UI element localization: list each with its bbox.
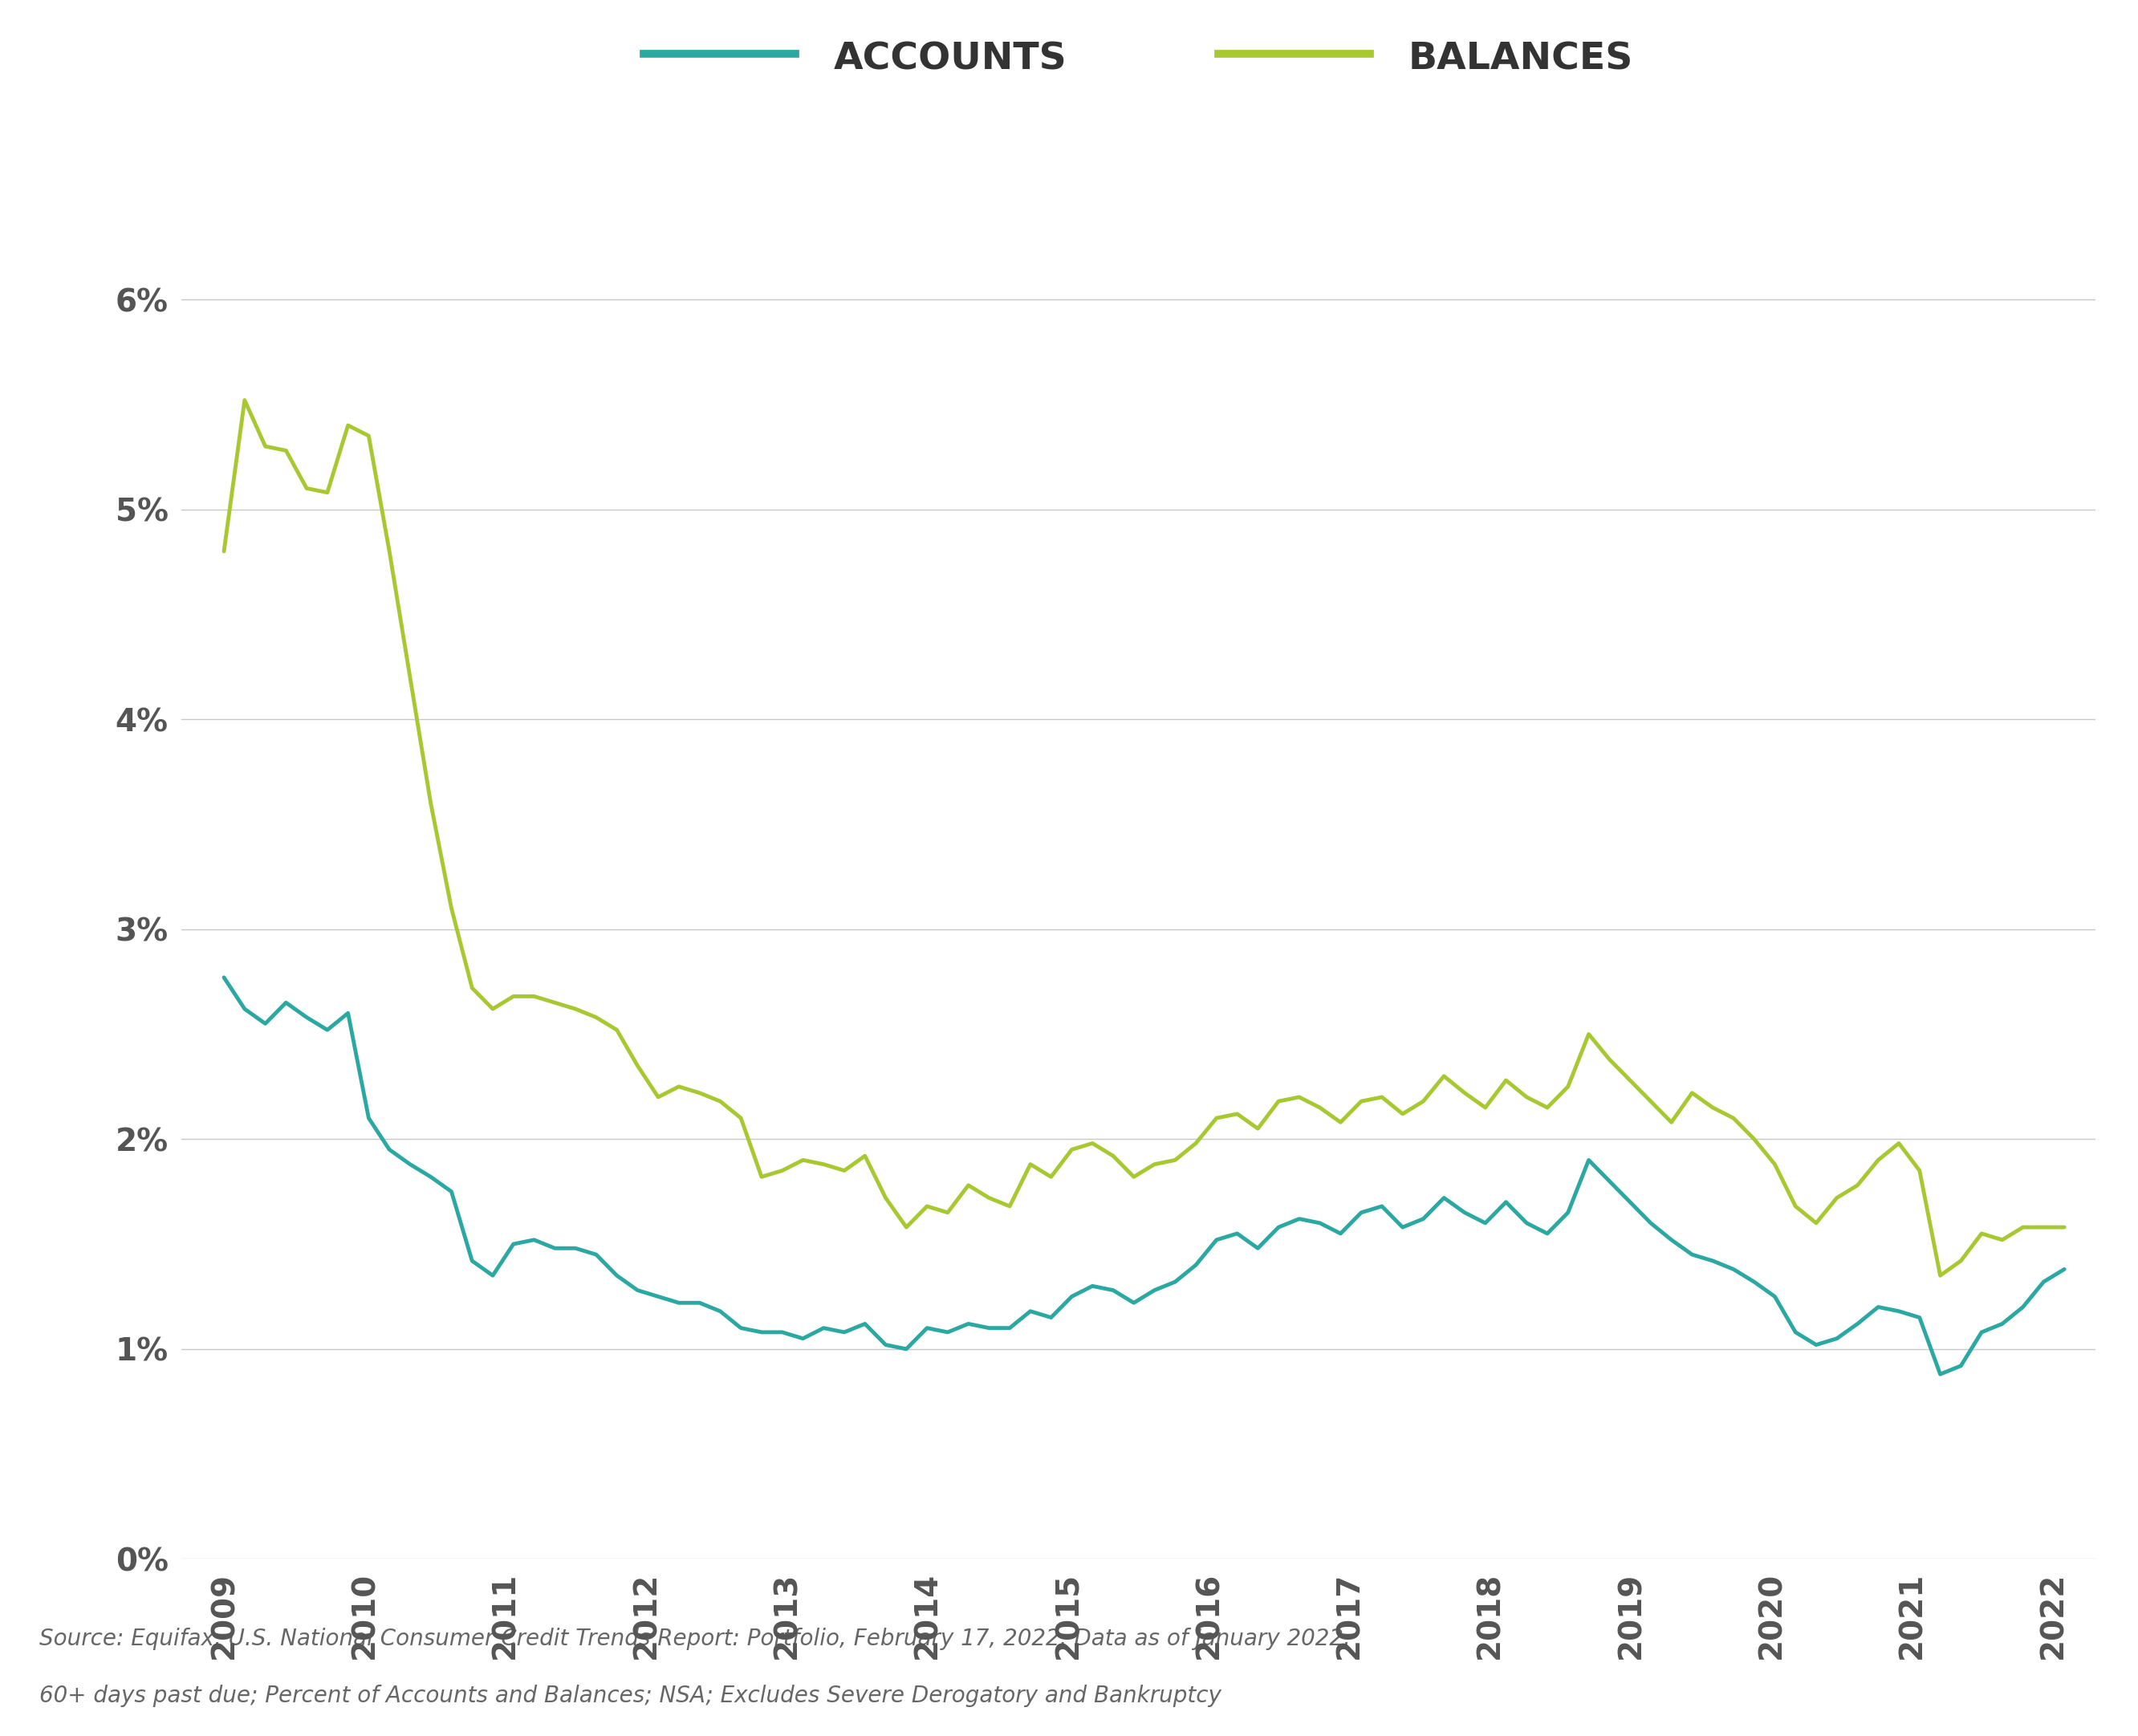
Text: RESEARCH: RESEARCH [1995, 1694, 2100, 1710]
Text: 60+ days past due; Percent of Accounts and Balances; NSA; Excludes Severe Deroga: 60+ days past due; Percent of Accounts a… [38, 1686, 1221, 1708]
Legend: ACCOUNTS, BALANCES: ACCOUNTS, BALANCES [629, 23, 1648, 94]
Text: Source: Equifax, U.S. National Consumer Credit Trends Report: Portfolio, Februar: Source: Equifax, U.S. National Consumer … [38, 1628, 1351, 1651]
Text: EPIC: EPIC [2005, 1625, 2089, 1660]
Text: BANKCARD SEVERE DELINQUENCY RATE: BANKCARD SEVERE DELINQUENCY RATE [47, 50, 1345, 106]
